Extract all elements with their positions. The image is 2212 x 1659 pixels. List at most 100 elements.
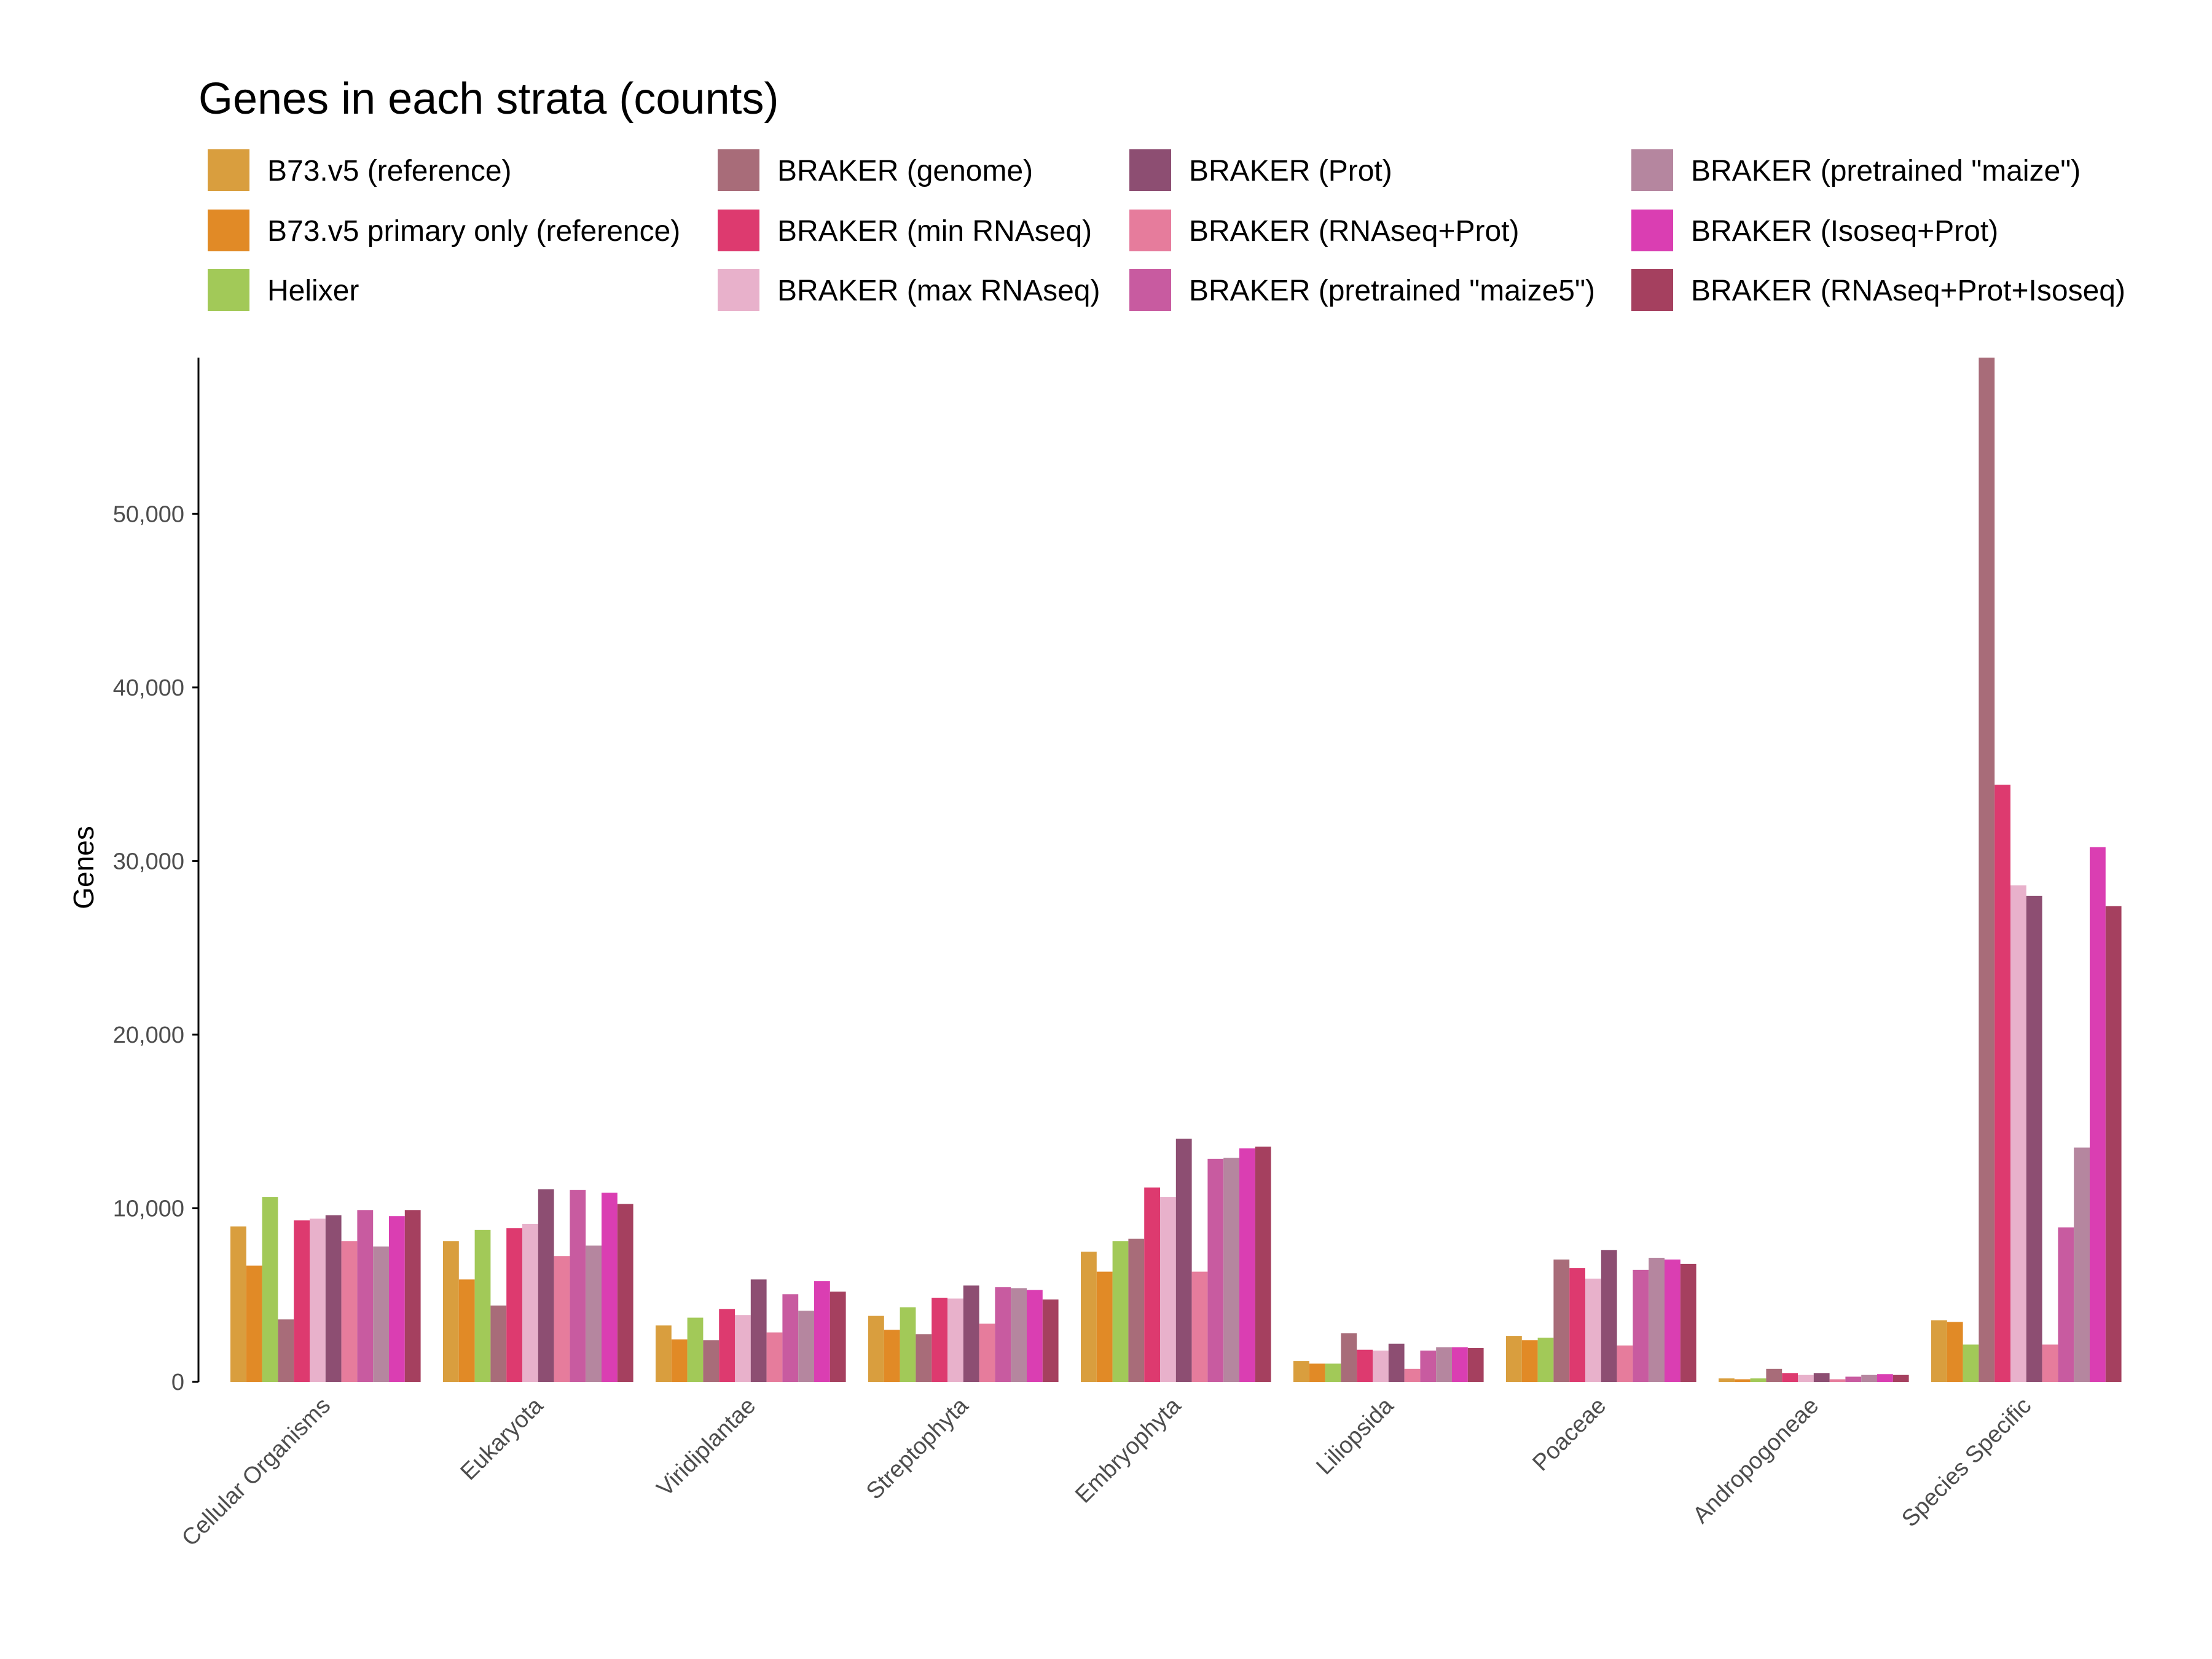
legend-swatch: [208, 210, 249, 251]
bar: [1569, 1268, 1585, 1382]
bar: [671, 1339, 688, 1382]
x-category-label: Poaceae: [1528, 1393, 1611, 1477]
bar: [1829, 1379, 1846, 1382]
bar: [1042, 1299, 1059, 1382]
bar: [325, 1215, 342, 1382]
x-axis-labels: Cellular Organisms Eukaryota Viridiplantae…: [177, 1392, 2036, 1551]
legend-label: BRAKER (max RNAseq): [777, 275, 1100, 307]
legend-swatch: [1631, 269, 1673, 311]
y-axis-ticks: 0 10,000 20,000 30,000 40,000 50,000: [113, 501, 198, 1395]
bar: [1947, 1322, 1963, 1382]
bar: [1845, 1376, 1862, 1382]
legend-swatch: [1129, 210, 1171, 251]
bar: [1373, 1351, 1389, 1382]
legend-swatch: [718, 149, 759, 191]
x-category-label: Cellular Organisms: [177, 1393, 335, 1551]
legend-swatch: [208, 149, 249, 191]
bar: [1750, 1378, 1767, 1382]
bar: [995, 1287, 1011, 1382]
x-category-label: Streptophyta: [861, 1392, 974, 1505]
bar: [2105, 906, 2122, 1382]
bar: [2010, 885, 2026, 1382]
bar: [1112, 1241, 1129, 1382]
bar: [1160, 1197, 1176, 1382]
bar: [750, 1279, 767, 1382]
legend-label: BRAKER (RNAseq+Prot+Isoseq): [1691, 275, 2125, 307]
bar: [963, 1285, 979, 1382]
bar: [884, 1330, 900, 1382]
bar: [2074, 1147, 2090, 1382]
bar: [1649, 1258, 1665, 1382]
bar: [687, 1317, 704, 1382]
bar: [1665, 1259, 1681, 1382]
bar: [1175, 1139, 1192, 1382]
bar: [1420, 1351, 1437, 1382]
bar: [357, 1210, 374, 1382]
bar: [1452, 1347, 1468, 1382]
bar: [2090, 847, 2106, 1382]
bar: [1931, 1320, 1947, 1382]
legend-swatch: [1129, 269, 1171, 311]
y-tick-label: 20,000: [113, 1022, 184, 1048]
bar: [1096, 1271, 1113, 1382]
bar: [1766, 1368, 1783, 1382]
bar: [1388, 1343, 1405, 1382]
bar: [310, 1218, 326, 1382]
legend-label: Helixer: [267, 275, 359, 307]
legend-label: BRAKER (Isoseq+Prot): [1691, 215, 1998, 248]
bar: [1357, 1349, 1373, 1382]
bar: [490, 1305, 507, 1382]
legend-swatch: [1631, 149, 1673, 191]
bar: [294, 1220, 310, 1382]
legend-label: BRAKER (genome): [777, 155, 1033, 187]
bar: [1521, 1340, 1538, 1382]
bar: [506, 1228, 522, 1382]
bar: [1585, 1278, 1601, 1382]
legend-swatch: [208, 269, 249, 311]
x-category-label: Species Specific: [1897, 1393, 2036, 1532]
bar: [1617, 1345, 1633, 1382]
bar: [1861, 1375, 1877, 1382]
bar: [246, 1265, 262, 1382]
bar: [1813, 1373, 1830, 1382]
legend-label: BRAKER (Prot): [1189, 155, 1392, 187]
bar: [443, 1241, 459, 1382]
bar: [1734, 1379, 1751, 1382]
bar: [1877, 1374, 1893, 1382]
bar: [404, 1210, 421, 1382]
legend-label: B73.v5 (reference): [267, 155, 512, 187]
bar: [2042, 1344, 2058, 1382]
bar: [570, 1190, 586, 1382]
bar: [1782, 1373, 1798, 1382]
bar: [602, 1193, 618, 1382]
bar: [389, 1216, 405, 1382]
bar: [538, 1189, 554, 1382]
bar: [1325, 1363, 1341, 1382]
bar: [1798, 1375, 1814, 1382]
bar: [719, 1309, 735, 1382]
legend-swatch: [718, 269, 759, 311]
bar: [262, 1197, 278, 1382]
y-tick-label: 30,000: [113, 849, 184, 874]
bar: [1207, 1158, 1224, 1382]
bar: [1633, 1269, 1649, 1382]
bar: [1223, 1158, 1239, 1382]
x-category-label: Viridiplantae: [652, 1393, 761, 1502]
bars: [230, 358, 2122, 1382]
bar: [830, 1292, 846, 1382]
bar: [1680, 1263, 1696, 1382]
legend-label: B73.v5 primary only (reference): [267, 215, 680, 248]
bar: [814, 1281, 830, 1382]
bar: [474, 1230, 491, 1382]
bar: [1979, 358, 1995, 1382]
bar: [1537, 1338, 1554, 1382]
legend-label: BRAKER (RNAseq+Prot): [1189, 215, 1520, 248]
bar: [1601, 1250, 1617, 1382]
plot-area: 0 10,000 20,000 30,000 40,000 50,000 Cellular…: [113, 358, 2122, 1551]
x-category-label: Eukaryota: [455, 1392, 548, 1485]
bar: [230, 1226, 246, 1382]
bar: [1467, 1347, 1484, 1382]
legend-label: BRAKER (pretrained "maize5"): [1189, 275, 1595, 307]
bar: [931, 1298, 947, 1382]
